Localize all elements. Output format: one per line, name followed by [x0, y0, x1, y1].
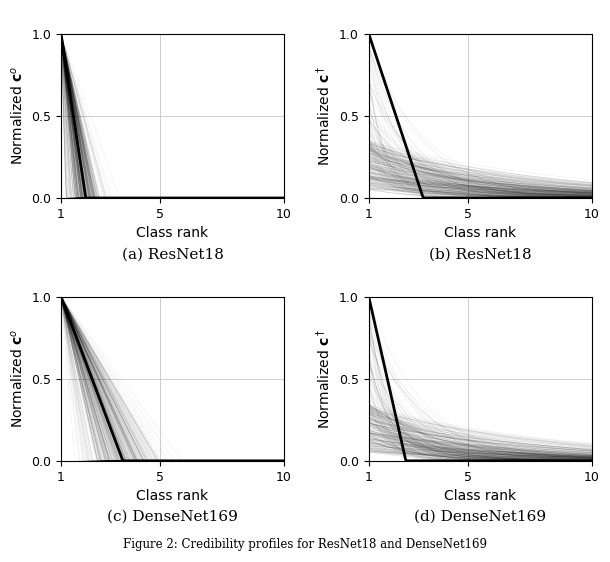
Y-axis label: Normalized $\mathbf{c}^o$: Normalized $\mathbf{c}^o$	[10, 66, 26, 165]
Text: (d) DenseNet169: (d) DenseNet169	[414, 510, 547, 524]
Text: Figure 2: Credibility profiles for ResNet18 and DenseNet169: Figure 2: Credibility profiles for ResNe…	[123, 538, 487, 551]
Text: (a) ResNet18: (a) ResNet18	[121, 247, 223, 261]
X-axis label: Class rank: Class rank	[444, 489, 516, 503]
X-axis label: Class rank: Class rank	[137, 226, 209, 241]
Text: (c) DenseNet169: (c) DenseNet169	[107, 510, 238, 524]
Text: (b) ResNet18: (b) ResNet18	[429, 247, 531, 261]
X-axis label: Class rank: Class rank	[444, 226, 516, 241]
Y-axis label: Normalized $\mathbf{c}^o$: Normalized $\mathbf{c}^o$	[10, 329, 26, 428]
X-axis label: Class rank: Class rank	[137, 489, 209, 503]
Y-axis label: Normalized $\mathbf{c}^\dagger$: Normalized $\mathbf{c}^\dagger$	[315, 329, 334, 429]
Y-axis label: Normalized $\mathbf{c}^\dagger$: Normalized $\mathbf{c}^\dagger$	[315, 66, 334, 166]
